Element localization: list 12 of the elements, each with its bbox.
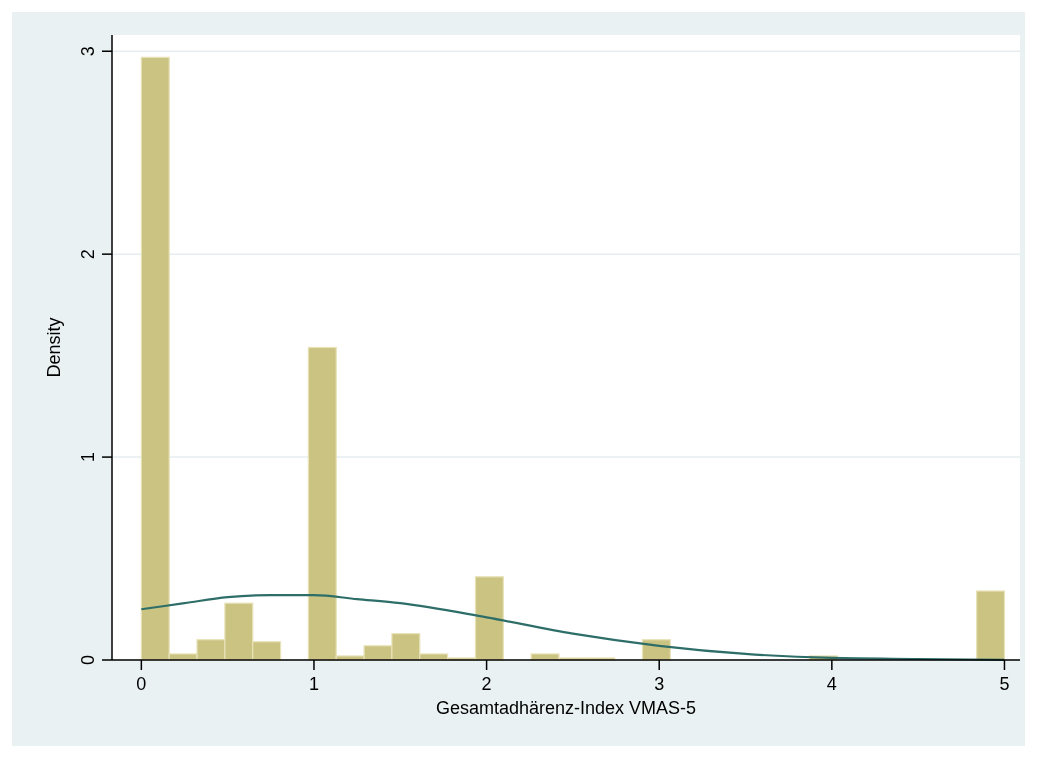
x-tick-label: 3: [654, 674, 665, 694]
x-tick-label: 4: [826, 674, 837, 694]
x-tick-label: 5: [999, 674, 1010, 694]
x-tick-label: 1: [308, 674, 319, 694]
y-tick-label: 0: [78, 654, 98, 666]
y-tick-label: 3: [78, 46, 98, 57]
x-tick-label: 2: [481, 674, 492, 694]
x-axis-title: Gesamtadhärenz-Index VMAS-5: [435, 698, 697, 718]
x-tick-label: 0: [136, 674, 147, 694]
y-axis-title: Density: [44, 317, 64, 378]
y-tick-label: 2: [78, 249, 98, 260]
y-tick-label: 1: [78, 452, 98, 463]
